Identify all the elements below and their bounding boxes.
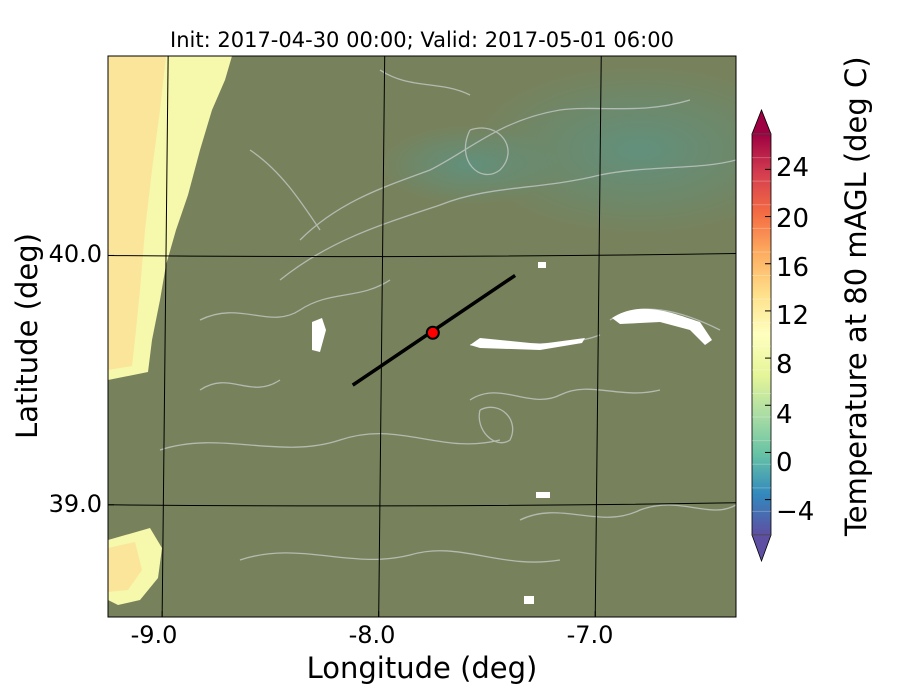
colorbar-tick-label: 24 [776,153,810,183]
colorbar-tick-marks [752,133,771,536]
x-tick-label: -9.0 [130,621,178,649]
meridian-line [161,56,169,617]
parallel-line [108,502,736,507]
meridian-line [378,56,386,617]
x-tick-label: -8.0 [348,621,396,649]
white-patches [312,262,712,604]
colorbar-label: Temperature at 80 mAGL (deg C) [839,56,873,536]
meridian-line [594,56,602,617]
ocean-fill-south [108,542,142,592]
y-tick-label: 39.0 [48,490,102,518]
map-frame [107,55,737,618]
colorbar-tick-label: 12 [776,301,810,331]
parallel-line [108,252,736,258]
colorbar [751,108,772,563]
colorbar-extend-min [751,534,772,563]
colorbar-tick-label: 4 [776,400,793,430]
temperature-contours [159,69,736,563]
ocean-fill [108,56,166,370]
colorbar-body [751,133,772,536]
y-tick-marks [108,254,114,506]
x-axis-label: Longitude (deg) [306,651,538,685]
cool-region-northeast [470,65,736,235]
colorbar-tick-label: 16 [776,253,810,283]
colorbar-tick-label: 0 [776,448,793,478]
map-area [108,56,736,617]
colorbar-tick-label: 20 [776,204,810,234]
colorbar-tick-label: 8 [776,350,793,380]
grid-lines [108,56,736,617]
location-marker [425,325,440,340]
plot-title: Init: 2017-04-30 00:00; Valid: 2017-05-0… [170,28,674,52]
y-tick-label: 40.0 [48,240,102,268]
y-axis-label: Latitude (deg) [10,233,44,439]
x-tick-label: -7.0 [566,621,614,649]
x-tick-marks [161,611,596,617]
colorbar-tick-label: −4 [776,497,815,527]
colorbar-extend-max [751,108,772,135]
